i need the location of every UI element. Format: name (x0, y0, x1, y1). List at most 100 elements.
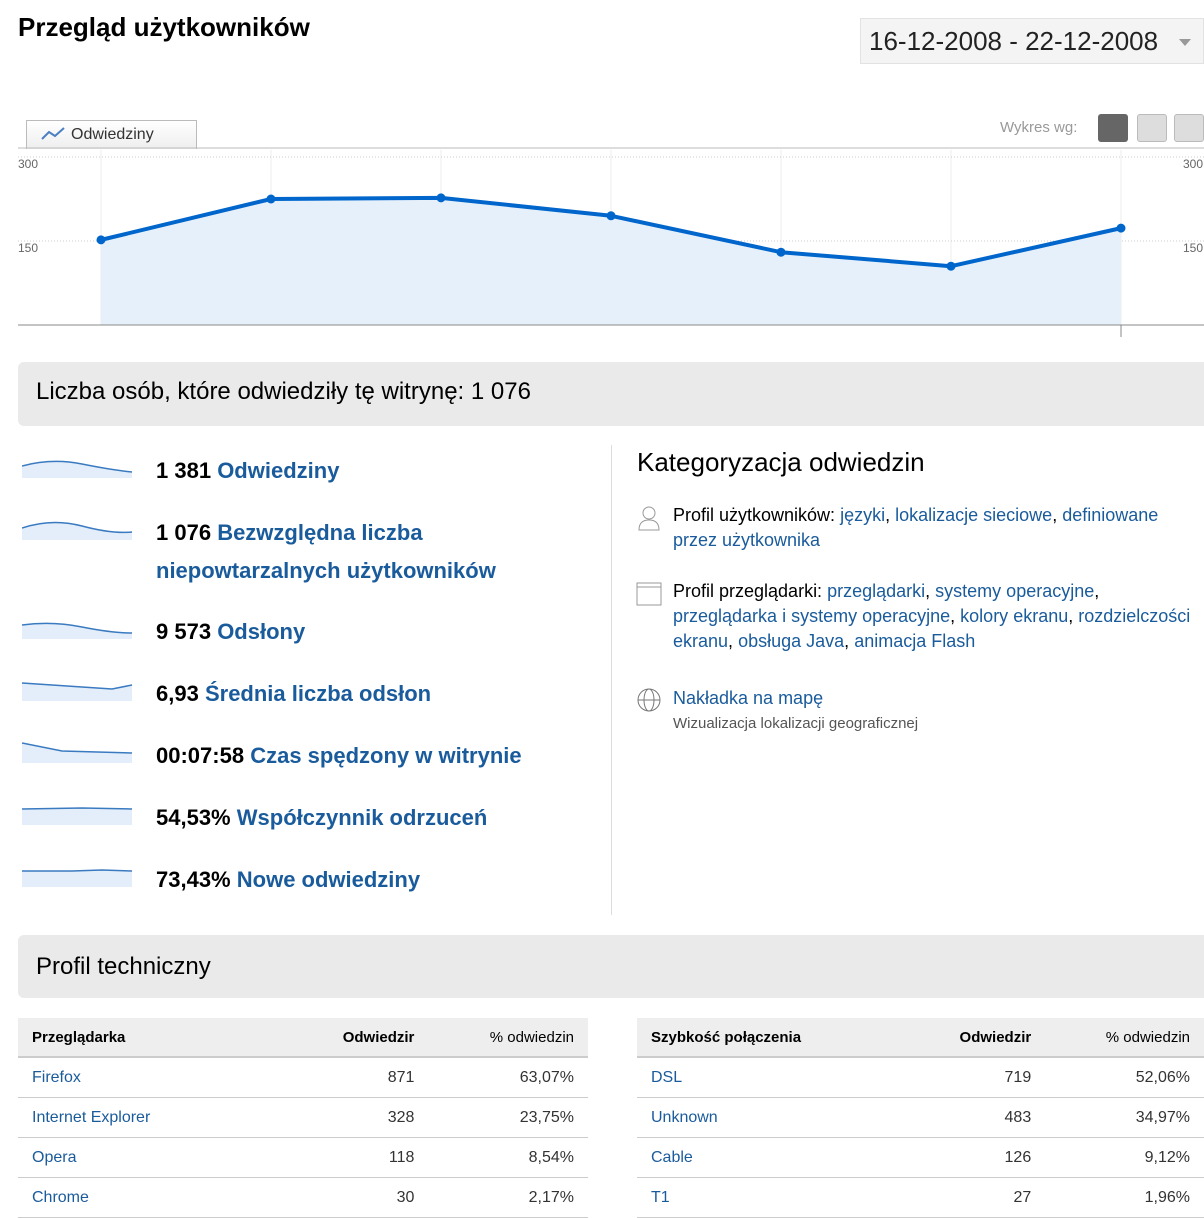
date-range-picker[interactable]: 16-12-2008 - 22-12-2008 (860, 18, 1204, 64)
y-tick-label: 150 (18, 241, 38, 255)
category-link[interactable]: kolory ekranu (960, 606, 1069, 626)
metric: 54,53% Współczynnik odrzuceń (156, 799, 586, 837)
table-cell[interactable]: Opera (18, 1137, 303, 1178)
y2-tick-label: 300 (1183, 157, 1203, 171)
separator: , (844, 631, 850, 651)
metric: 6,93 Średnia liczba odsłon (156, 675, 586, 713)
column-header[interactable]: % odwiedzin (428, 1018, 588, 1058)
metric-value: 54,53% (156, 805, 231, 830)
metric: 9 573 Odsłony (156, 613, 586, 651)
sparkline-line (22, 682, 133, 690)
category-link[interactable]: przeglądarka i systemy operacyjne (673, 606, 951, 626)
category-link[interactable]: lokalizacje sieciowe (895, 505, 1053, 525)
category-link[interactable]: przeglądarki (827, 581, 926, 601)
table-cell[interactable]: Internet Explorer (18, 1097, 303, 1138)
table-cell: 871 (303, 1057, 429, 1098)
metric-value: 00:07:58 (156, 743, 245, 768)
table-row: Firefox 871 63,07% (18, 1057, 588, 1098)
point (96, 235, 106, 245)
metric-link[interactable]: Czas spędzony w witrynie (250, 743, 522, 768)
metric-link[interactable]: Odsłony (217, 619, 306, 644)
separator: , (728, 631, 734, 651)
table-cell[interactable]: Unknown (637, 1097, 921, 1138)
table-cell: 27 (920, 1177, 1046, 1218)
sparkline-area (22, 623, 132, 639)
sparkline (22, 521, 133, 540)
point (436, 193, 446, 203)
column-header[interactable]: % odwiedzin (1045, 1018, 1204, 1058)
column-header[interactable]: Odwiedzir (303, 1018, 429, 1058)
table-cell: 23,75% (428, 1097, 588, 1138)
table-cell[interactable]: DSL (637, 1057, 921, 1098)
metric: 73,43% Nowe odwiedziny (156, 861, 586, 899)
point (266, 194, 276, 204)
sparkline-area (22, 522, 132, 540)
summary-title: Liczba osób, które odwiedziły tę witrynę… (36, 378, 531, 405)
y2-tick-label: 150 (1183, 241, 1203, 255)
chart: 150 300 150 300 (18, 147, 1204, 337)
line-icon (41, 127, 65, 140)
table-cell[interactable]: Cable (637, 1137, 921, 1178)
sparkline (22, 869, 133, 887)
table-row: DSL 719 52,06% (637, 1057, 1204, 1098)
metric-value: 73,43% (156, 867, 231, 892)
table-cell[interactable]: Firefox (18, 1057, 303, 1098)
sparkline-area (22, 870, 132, 887)
sparkline-line (22, 622, 133, 634)
metric-link[interactable]: Średnia liczba odsłon (204, 681, 432, 706)
separator: , (1094, 581, 1100, 601)
y-tick-label: 300 (18, 157, 38, 171)
category-label: Profil przeglądarki: (673, 581, 823, 601)
category-link[interactable]: obsługa Java (738, 631, 845, 651)
metric: 00:07:58 Czas spędzony w witrynie (156, 737, 586, 775)
table-cell: 328 (303, 1097, 429, 1138)
point (776, 247, 786, 257)
separator: , (925, 581, 931, 601)
category-link[interactable]: rozdzielczości ekranu (673, 606, 1191, 651)
sparkline (22, 682, 133, 701)
category-link[interactable]: języki (840, 505, 886, 525)
table-cell: 52,06% (1045, 1057, 1204, 1098)
chart-by-label: Wykres wg: (1000, 119, 1078, 136)
sparkline-area (22, 461, 132, 478)
table-row: Opera 118 8,54% (18, 1137, 588, 1178)
metric-link[interactable]: Odwiedziny (217, 458, 340, 483)
table-cell: 8,54% (428, 1137, 588, 1178)
category-link[interactable]: Nakładka na mapę (673, 688, 824, 708)
column-header[interactable]: Szybkość połączenia (637, 1018, 921, 1058)
metric-link[interactable]: Bezwzględna liczba niepowtarzalnych użyt… (156, 520, 496, 583)
data-table: Przeglądarka Odwiedzir% odwiedzin Firefox 8… (18, 1018, 588, 1218)
category: Profil przeglądarki: przeglądarki, syste… (673, 579, 1198, 654)
separator: , (1068, 606, 1074, 626)
table-cell[interactable]: Chrome (18, 1177, 303, 1218)
view-button[interactable] (1174, 114, 1204, 142)
sparkline-area (22, 683, 132, 701)
metric-name: Odwiedziny (71, 126, 154, 143)
table-cell: 34,97% (1045, 1097, 1204, 1138)
metric-value: 9 573 (156, 619, 212, 644)
data-table: Szybkość połączenia Odwiedzir% odwiedzin D… (637, 1018, 1204, 1218)
sparkline-line (22, 869, 133, 872)
metric-link[interactable]: Nowe odwiedziny (236, 867, 421, 892)
category-label: Profil użytkowników: (673, 505, 836, 525)
table-row: Internet Explorer 328 23,75% (18, 1097, 588, 1138)
separator: , (885, 505, 891, 525)
column-header[interactable]: Przeglądarka (18, 1018, 303, 1058)
category-link[interactable]: definiowane przez użytkownika (673, 505, 1159, 550)
point (606, 211, 616, 221)
table-row: T1 27 1,96% (637, 1177, 1204, 1218)
category-link[interactable]: systemy operacyjne (935, 581, 1095, 601)
column-header[interactable]: Odwiedzir (920, 1018, 1046, 1058)
category-icon (637, 688, 661, 712)
point (1116, 223, 1126, 233)
view-button[interactable] (1137, 114, 1167, 142)
page-title: Przegląd użytkowników (18, 12, 310, 42)
view-button[interactable] (1098, 114, 1128, 142)
table-cell: 30 (303, 1177, 429, 1218)
tech-header: Profil techniczny (18, 935, 1204, 998)
metric-link[interactable]: Współczynnik odrzuceń (236, 805, 488, 830)
category-link[interactable]: animacja Flash (854, 631, 976, 651)
separator: , (1052, 505, 1058, 525)
tech-title: Profil techniczny (36, 953, 211, 980)
metric-value: 1 381 (156, 458, 212, 483)
